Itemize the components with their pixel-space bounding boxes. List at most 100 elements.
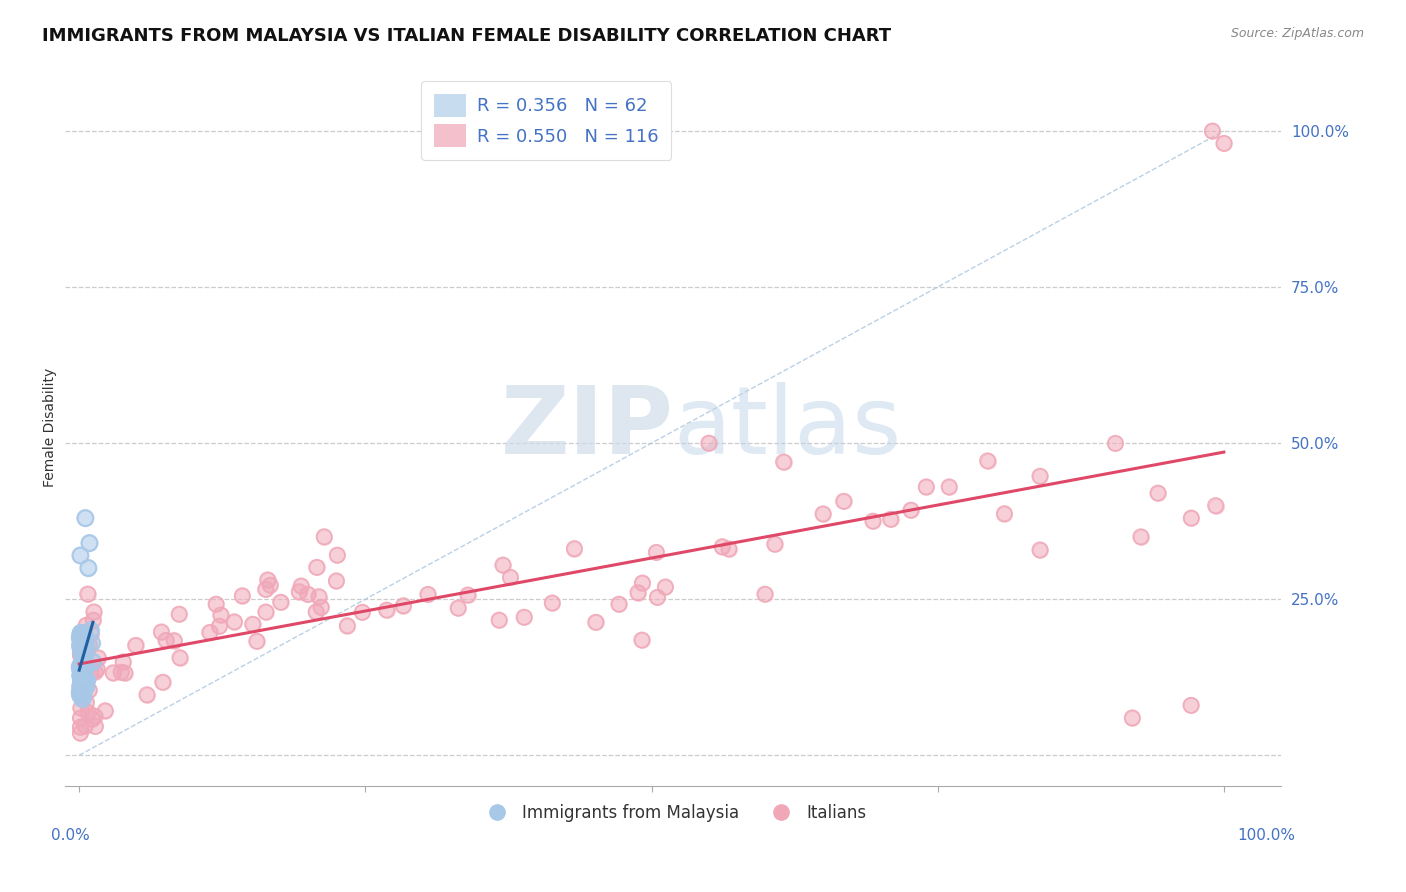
Point — [326, 548, 349, 562]
Point — [862, 514, 884, 528]
Point — [69, 664, 91, 678]
Point — [82, 712, 104, 726]
Point — [169, 650, 191, 665]
Point — [416, 587, 439, 601]
Point — [585, 615, 607, 630]
Point — [70, 676, 93, 690]
Point — [75, 696, 97, 710]
Point — [242, 617, 264, 632]
Point — [75, 637, 97, 651]
Point — [76, 706, 98, 720]
Point — [80, 626, 103, 640]
Point — [101, 665, 124, 680]
Point — [101, 665, 124, 680]
Text: 100.0%: 100.0% — [1237, 828, 1296, 843]
Point — [69, 659, 91, 673]
Point — [900, 503, 922, 517]
Point — [69, 684, 91, 698]
Point — [73, 646, 96, 660]
Point — [69, 670, 91, 684]
Point — [72, 633, 94, 648]
Text: ZIP: ZIP — [501, 382, 673, 474]
Point — [70, 664, 93, 678]
Point — [70, 664, 93, 678]
Point — [72, 647, 94, 661]
Point — [290, 579, 312, 593]
Point — [72, 651, 94, 665]
Point — [69, 686, 91, 700]
Point — [83, 709, 105, 723]
Point — [513, 610, 536, 624]
Point — [70, 660, 93, 674]
Point — [246, 634, 269, 648]
Point — [1147, 486, 1170, 500]
Point — [72, 692, 94, 706]
Point — [69, 680, 91, 694]
Point — [72, 657, 94, 671]
Point — [631, 576, 654, 591]
Point — [297, 587, 319, 601]
Point — [711, 540, 734, 554]
Point — [416, 587, 439, 601]
Point — [75, 671, 97, 685]
Point — [70, 659, 93, 673]
Point — [73, 661, 96, 675]
Point — [112, 655, 135, 669]
Point — [647, 591, 669, 605]
Point — [392, 599, 415, 613]
Point — [72, 692, 94, 706]
Point — [70, 671, 93, 685]
Point — [1180, 698, 1202, 713]
Point — [73, 718, 96, 732]
Point — [152, 675, 174, 690]
Point — [72, 647, 94, 661]
Point — [717, 541, 740, 556]
Point — [72, 673, 94, 687]
Point — [73, 646, 96, 660]
Point — [375, 603, 398, 617]
Point — [70, 672, 93, 686]
Point — [314, 530, 336, 544]
Point — [915, 480, 938, 494]
Point — [209, 607, 232, 622]
Point — [69, 680, 91, 694]
Point — [69, 627, 91, 641]
Point — [70, 660, 93, 674]
Point — [564, 541, 586, 556]
Point — [305, 560, 328, 574]
Point — [1029, 469, 1052, 483]
Point — [754, 587, 776, 601]
Point — [155, 633, 177, 648]
Point — [697, 436, 720, 450]
Point — [270, 595, 292, 609]
Point — [70, 625, 93, 640]
Point — [976, 454, 998, 468]
Point — [75, 618, 97, 632]
Point — [1147, 486, 1170, 500]
Point — [69, 701, 91, 715]
Point — [136, 688, 159, 702]
Point — [73, 646, 96, 660]
Point — [492, 558, 515, 572]
Point — [242, 617, 264, 632]
Point — [70, 660, 93, 674]
Point — [75, 696, 97, 710]
Point — [77, 561, 100, 575]
Point — [75, 680, 97, 694]
Point — [811, 507, 834, 521]
Point — [314, 530, 336, 544]
Point — [447, 601, 470, 615]
Point — [169, 650, 191, 665]
Point — [80, 664, 103, 678]
Point — [69, 639, 91, 653]
Point — [1121, 711, 1143, 725]
Point — [70, 625, 93, 640]
Point — [1104, 436, 1126, 450]
Point — [254, 605, 277, 619]
Point — [231, 589, 253, 603]
Point — [900, 503, 922, 517]
Point — [76, 643, 98, 657]
Point — [69, 661, 91, 675]
Point — [80, 636, 103, 650]
Point — [259, 578, 281, 592]
